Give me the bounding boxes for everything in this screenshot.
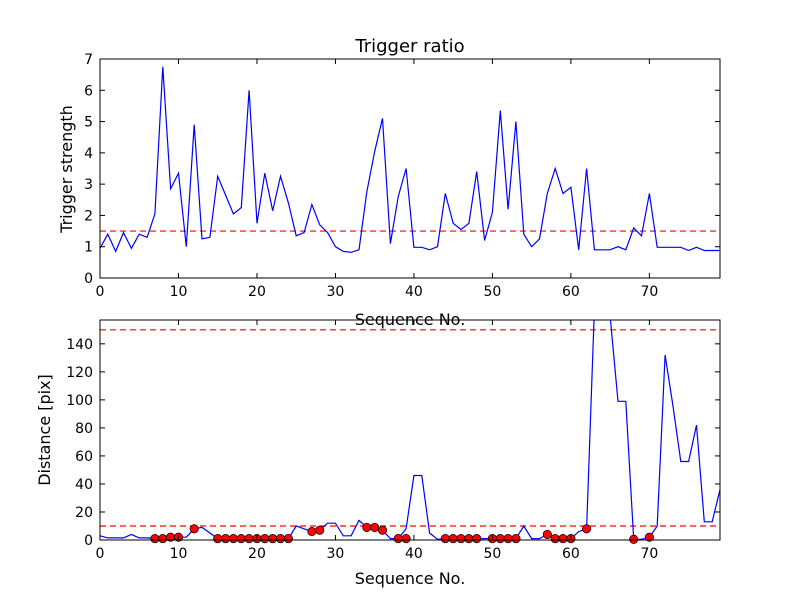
x-tick-label: 10 <box>170 284 188 300</box>
x-tick-label: 60 <box>562 546 580 562</box>
y-tick-label: 80 <box>75 421 93 437</box>
data-point-marker <box>401 534 411 544</box>
data-point-marker <box>550 534 560 544</box>
series-line <box>100 66 720 253</box>
x-tick-label: 50 <box>483 284 501 300</box>
x-tick-label: 30 <box>327 546 345 562</box>
chart-title: Trigger ratio <box>354 36 464 57</box>
y-tick-label: 5 <box>84 115 93 131</box>
y-tick-label: 100 <box>66 393 93 409</box>
plot-area: 0 10 20 30 40 50 60 70 0 1 2 3 4 5 6 7 <box>84 52 721 300</box>
data-point-marker <box>503 534 513 544</box>
data-point-marker <box>448 534 458 544</box>
x-tick-label: 70 <box>640 546 658 562</box>
x-tick-label: 20 <box>248 546 266 562</box>
data-point-marker <box>582 524 592 534</box>
x-tick-label: 0 <box>96 284 105 300</box>
data-point-marker <box>542 529 552 539</box>
axes-frame <box>99 319 721 541</box>
data-point-marker <box>393 534 403 544</box>
data-point-marker <box>221 534 231 544</box>
data-point-marker <box>377 525 388 535</box>
axes-frame <box>99 58 721 279</box>
data-point-marker <box>472 534 482 544</box>
y-tick-label: 3 <box>84 177 93 193</box>
y-tick-label: 20 <box>75 505 93 521</box>
data-point-marker <box>150 534 160 544</box>
data-point-marker <box>275 534 286 544</box>
x-tick-label: 10 <box>170 546 188 562</box>
data-point-marker <box>189 524 199 534</box>
y-tick-label: 40 <box>75 477 93 493</box>
y-tick-label: 120 <box>66 365 93 381</box>
x-tick-label: 60 <box>562 284 580 300</box>
data-point-marker <box>236 534 246 544</box>
data-point-marker <box>511 534 521 544</box>
x-tick-label: 30 <box>327 284 345 300</box>
y-axis-label: Trigger strength <box>57 105 76 234</box>
data-point-marker <box>362 522 372 532</box>
plot-area: 0 10 20 30 40 50 60 70 0 20 40 60 80 100 120 140 <box>66 319 721 562</box>
data-point-marker <box>307 527 317 537</box>
data-point-marker <box>268 534 278 544</box>
y-tick-label: 0 <box>84 271 93 287</box>
data-point-marker <box>228 534 238 544</box>
x-tick-label: 40 <box>405 546 423 562</box>
y-tick-label: 60 <box>75 449 93 465</box>
y-tick-label: 1 <box>84 240 93 256</box>
x-axis-label: Sequence No. <box>355 569 466 588</box>
data-point-marker <box>629 534 639 544</box>
distance-chart: 0 10 20 30 40 50 60 70 0 20 40 60 80 100 120 140 Sequen… <box>35 319 721 588</box>
x-tick-label: 20 <box>248 284 266 300</box>
x-tick-label: 50 <box>483 546 501 562</box>
series-line <box>100 320 720 540</box>
data-point-marker <box>283 534 293 544</box>
y-tick-label: 2 <box>84 208 93 224</box>
data-point-marker <box>456 534 466 544</box>
x-tick-label: 0 <box>96 546 105 562</box>
y-tick-label: 0 <box>84 533 93 549</box>
y-tick-label: 7 <box>84 52 93 68</box>
y-tick-label: 6 <box>84 83 93 99</box>
data-point-marker <box>558 534 568 544</box>
data-point-marker <box>213 534 223 544</box>
data-point-marker <box>158 534 168 544</box>
data-point-marker <box>440 534 450 544</box>
data-point-marker <box>260 534 270 544</box>
y-tick-label: 4 <box>84 146 93 162</box>
data-point-marker <box>315 525 325 535</box>
y-tick-label: 140 <box>66 337 93 353</box>
x-tick-label: 40 <box>405 284 423 300</box>
x-tick-label: 70 <box>640 284 658 300</box>
y-axis-label: Distance [pix] <box>35 374 54 486</box>
data-point-marker <box>244 534 254 544</box>
data-point-marker <box>495 534 505 544</box>
data-point-marker <box>370 522 380 532</box>
data-point-marker <box>464 534 474 544</box>
